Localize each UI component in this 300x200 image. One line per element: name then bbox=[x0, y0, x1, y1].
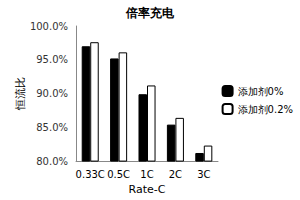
svg-text:95.0%: 95.0% bbox=[36, 54, 68, 65]
svg-text:Rate-C: Rate-C bbox=[129, 183, 166, 196]
svg-text:90.0%: 90.0% bbox=[36, 88, 68, 99]
svg-text:倍率充电: 倍率充电 bbox=[125, 6, 175, 20]
svg-text:添加剂0.2%: 添加剂0.2% bbox=[238, 104, 293, 115]
svg-text:0.5C: 0.5C bbox=[107, 169, 130, 180]
svg-text:80.0%: 80.0% bbox=[36, 156, 68, 167]
svg-text:85.0%: 85.0% bbox=[36, 122, 68, 133]
svg-text:添加剂0%: 添加剂0% bbox=[238, 86, 284, 97]
svg-text:1C: 1C bbox=[140, 169, 153, 180]
svg-text:2C: 2C bbox=[169, 169, 182, 180]
svg-text:0.33C: 0.33C bbox=[76, 169, 105, 180]
svg-text:恒流比: 恒流比 bbox=[14, 77, 27, 111]
svg-text:100.0%: 100.0% bbox=[30, 21, 68, 32]
svg-text:3C: 3C bbox=[197, 169, 210, 180]
